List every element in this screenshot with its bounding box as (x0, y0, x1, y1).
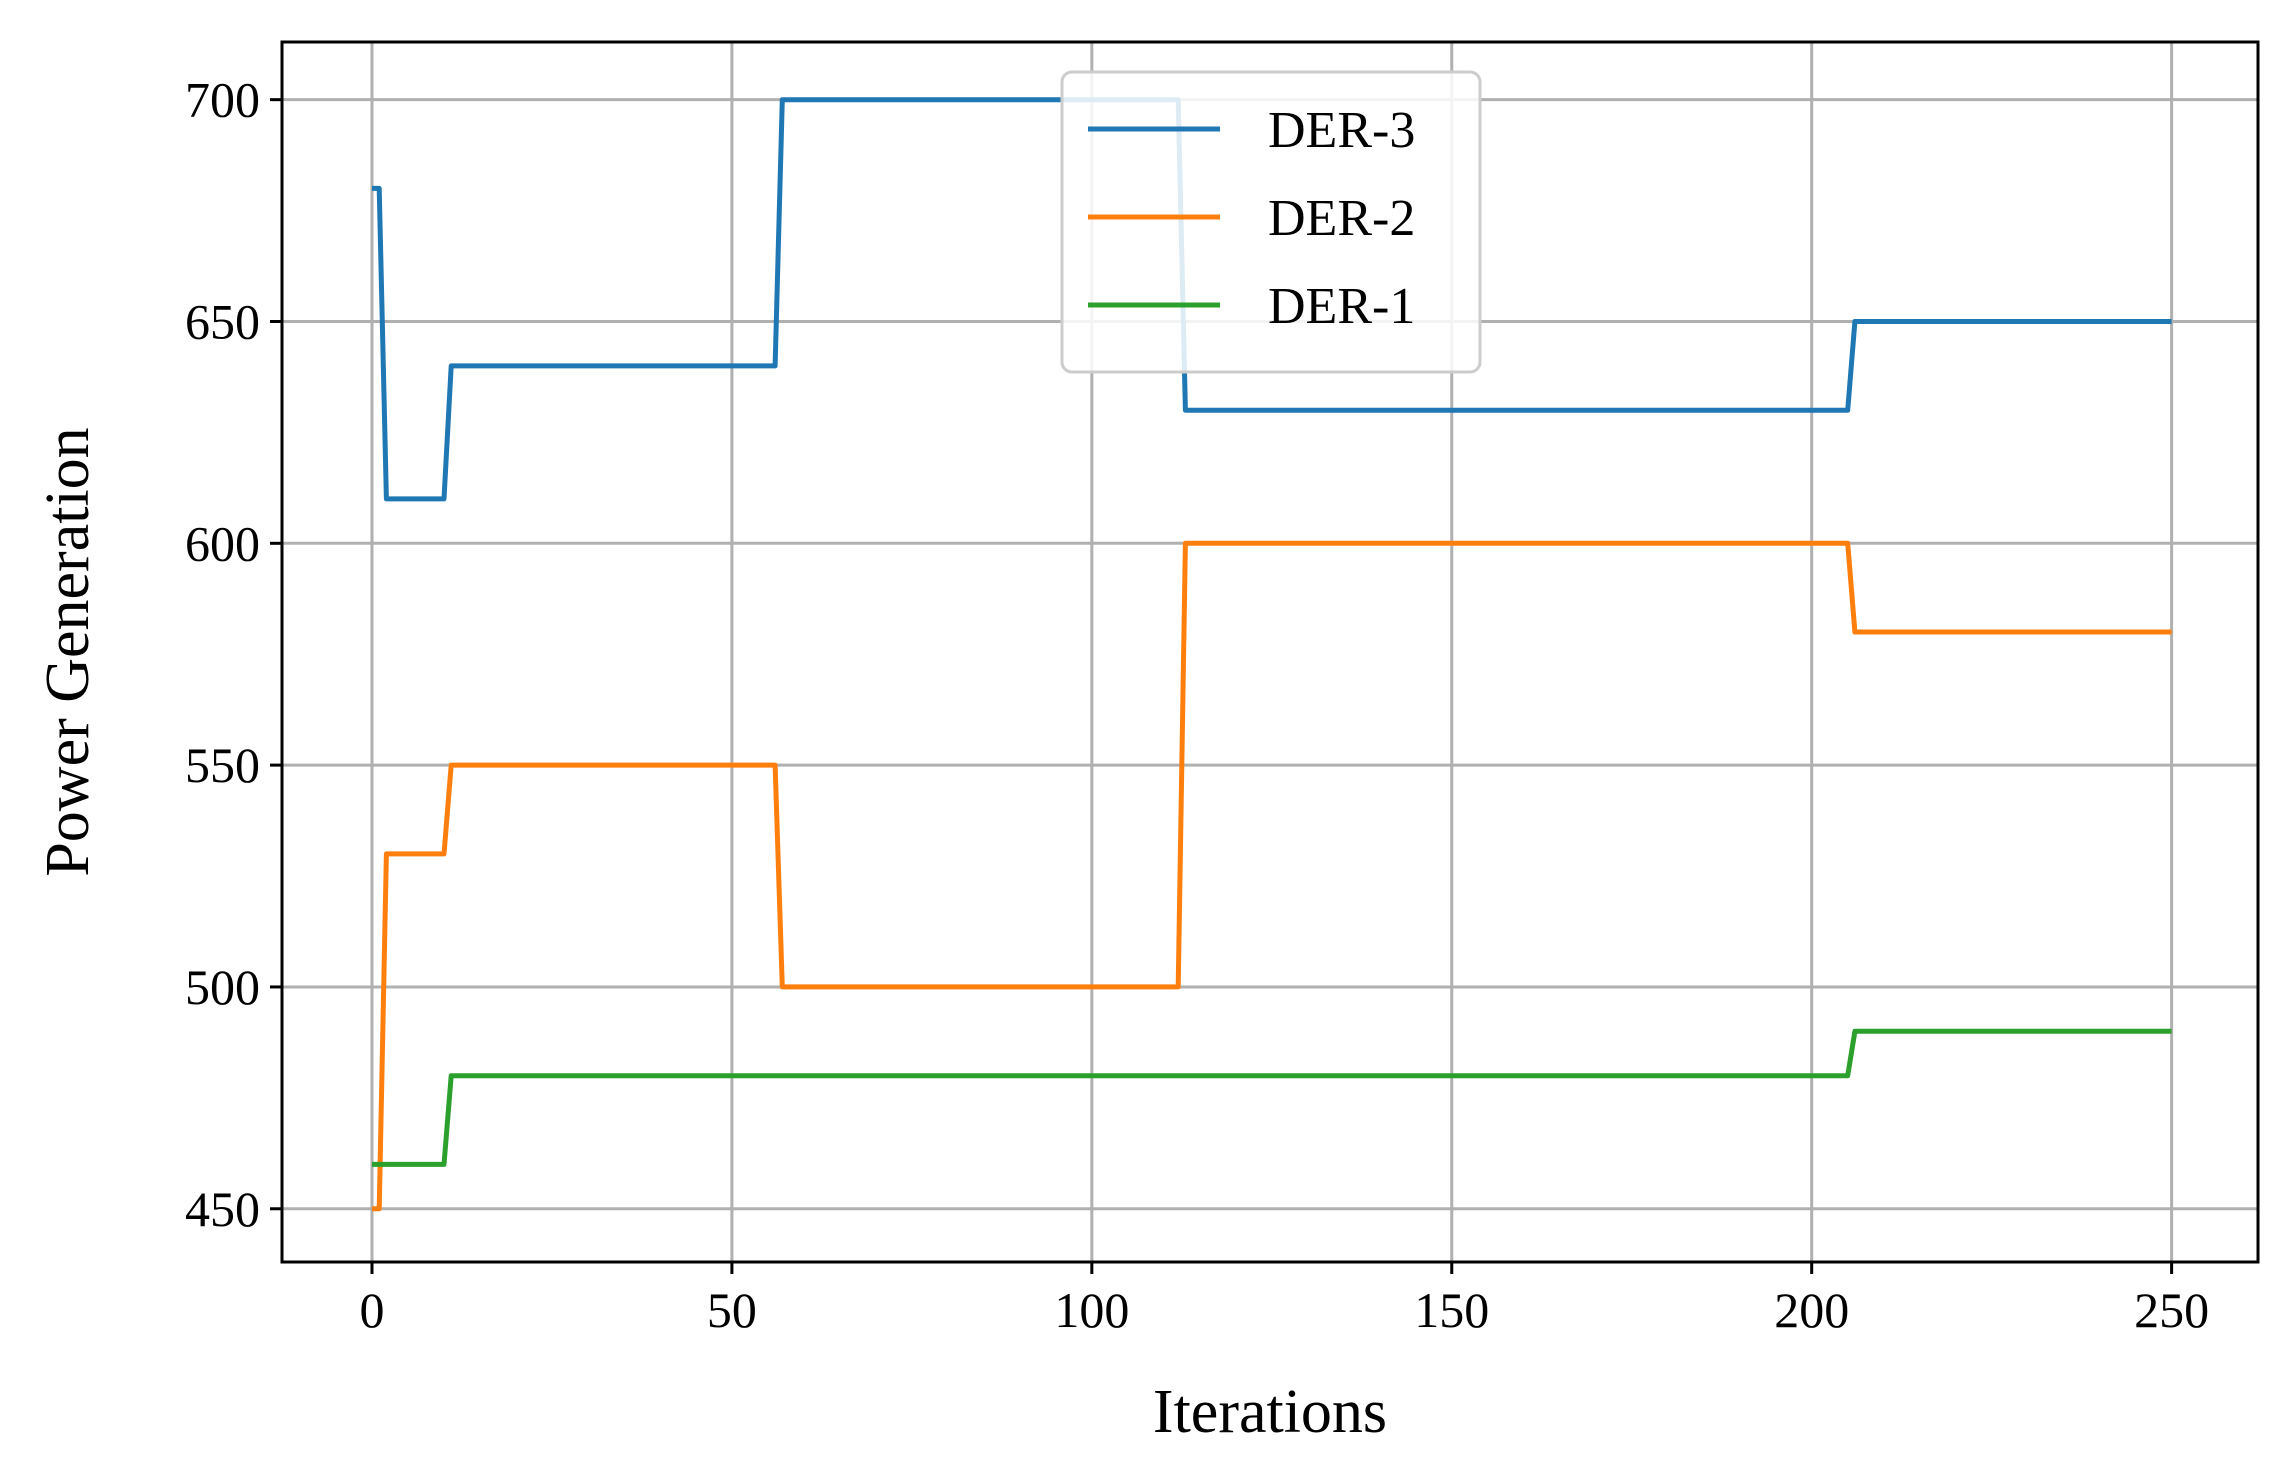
x-axis-ticks: 0 50 100 150 200 250 (359, 1262, 2209, 1338)
y-tick-label: 600 (185, 515, 260, 571)
series-line-der-1 (372, 1028, 2172, 1167)
legend-box (1060, 70, 1482, 374)
y-tick-label: 450 (185, 1181, 260, 1237)
legend-label: DER-3 (1268, 102, 1415, 159)
x-tick-label: 250 (2134, 1282, 2209, 1338)
y-tick-label: 650 (185, 293, 260, 349)
y-tick-label: 700 (185, 72, 260, 128)
series-line-der-2 (372, 540, 2172, 1212)
y-axis-title: Power Generation (34, 427, 102, 876)
y-tick-label: 550 (185, 737, 260, 793)
legend-label: DER-2 (1268, 190, 1415, 247)
legend-label: DER-1 (1268, 278, 1415, 335)
x-axis-title: Iterations (1153, 1378, 1387, 1446)
legend: DER-3 DER-2 DER-1 (1060, 70, 1482, 374)
x-tick-label: 150 (1414, 1282, 1489, 1338)
y-tick-label: 500 (185, 959, 260, 1015)
x-tick-label: 100 (1054, 1282, 1129, 1338)
x-tick-label: 200 (1774, 1282, 1849, 1338)
plot-frame (280, 40, 2260, 1264)
series-layer (372, 97, 2172, 1212)
y-axis-ticks: 450 500 550 600 650 700 (185, 72, 282, 1237)
x-tick-label: 50 (707, 1282, 757, 1338)
x-tick-label: 0 (359, 1282, 384, 1338)
series-line-der-3 (372, 97, 2172, 502)
